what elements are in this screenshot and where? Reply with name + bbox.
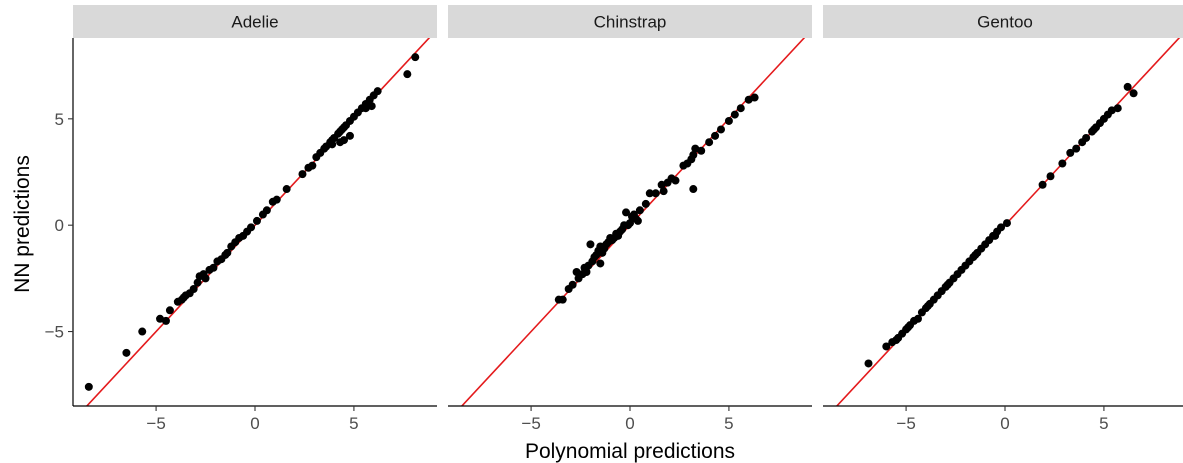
data-point [568,280,577,289]
data-point [138,327,147,336]
x-axis-title: Polynomial predictions [525,440,735,463]
data-point [705,138,714,147]
panel-adelie: Adelie −5 0 5 −5 0 5 [45,5,437,433]
facet-strip-label: Chinstrap [594,13,667,32]
data-point [913,314,922,323]
data-point [272,195,281,204]
x-tick-label: 5 [724,414,733,433]
data-point [201,274,210,283]
data-point [750,93,759,102]
data-point [340,136,349,145]
data-point [892,336,901,345]
data-point [262,206,271,215]
data-point [717,125,725,134]
data-point [189,285,198,294]
x-tick-label: 0 [625,414,634,433]
data-point [633,216,642,225]
data-point [971,250,980,259]
data-point [328,140,337,149]
y-tick-label: 5 [55,110,64,129]
data-point [179,293,188,302]
y-tick-label: 0 [55,216,64,235]
facet-strip [448,5,812,38]
data-point [997,223,1006,232]
data-point [209,263,218,272]
data-point [991,231,1000,240]
data-point [904,323,913,332]
data-point [193,278,202,287]
data-point [689,150,698,159]
data-point [864,359,873,368]
data-point [1046,172,1055,181]
data-point [711,131,720,140]
y-tick-label: −5 [45,323,64,342]
x-tick-label: −5 [146,414,165,433]
x-tick-label: 0 [250,414,259,433]
x-tick-label: 5 [349,414,358,433]
data-point [1123,82,1132,91]
data-point [345,131,354,140]
data-point [641,199,650,208]
data-point [247,223,256,232]
data-point [1038,180,1047,189]
data-point [923,302,932,311]
data-point [252,216,261,225]
x-tick-label: −5 [896,414,915,433]
reference-line [85,38,431,406]
data-point [659,187,668,196]
data-point [161,316,170,325]
data-point [671,176,680,185]
data-point [308,161,317,170]
y-axis-title: NN predictions [11,155,34,293]
data-point [635,206,644,215]
facet-strip [823,5,1183,38]
x-tick-label: 5 [1099,414,1108,433]
data-point [724,116,733,125]
data-point [411,53,420,62]
data-point [1113,104,1122,113]
data-point [1090,125,1099,134]
data-point [373,87,382,96]
data-point [558,295,567,304]
data-point [689,185,698,194]
data-point [697,146,706,155]
data-point [622,208,631,217]
panel-chinstrap: Chinstrap −5 0 5 [448,5,812,433]
data-point [626,219,634,228]
data-point [122,348,131,357]
data-point [165,306,174,315]
x-tick-label: −5 [521,414,540,433]
data-point [645,189,654,198]
data-point [84,382,93,391]
data-point [403,70,412,79]
data-point [1058,159,1067,168]
x-tick-label: 0 [1000,414,1009,433]
facet-strip [73,5,437,38]
data-point [651,189,660,198]
data-point [282,185,291,194]
data-point [736,104,745,113]
data-point [943,280,952,289]
data-point [596,259,605,268]
data-point [1129,89,1138,98]
data-point [1066,148,1075,157]
data-point [730,110,739,119]
facet-strip-label: Adelie [231,13,278,32]
data-point [298,170,307,179]
data-point [582,267,591,276]
data-point [367,102,376,111]
data-point [586,240,595,249]
data-point [1072,144,1081,153]
panel-gentoo: Gentoo −5 0 5 [823,5,1183,433]
data-point [882,342,891,351]
data-point [223,248,232,257]
data-point [1002,219,1011,228]
panels-layer: Adelie −5 0 5 −5 0 5 Chinstrap −5 0 5 Gentoo −5 0 5 [45,5,1183,433]
data-point [1082,133,1091,142]
facet-strip-label: Gentoo [977,13,1033,32]
